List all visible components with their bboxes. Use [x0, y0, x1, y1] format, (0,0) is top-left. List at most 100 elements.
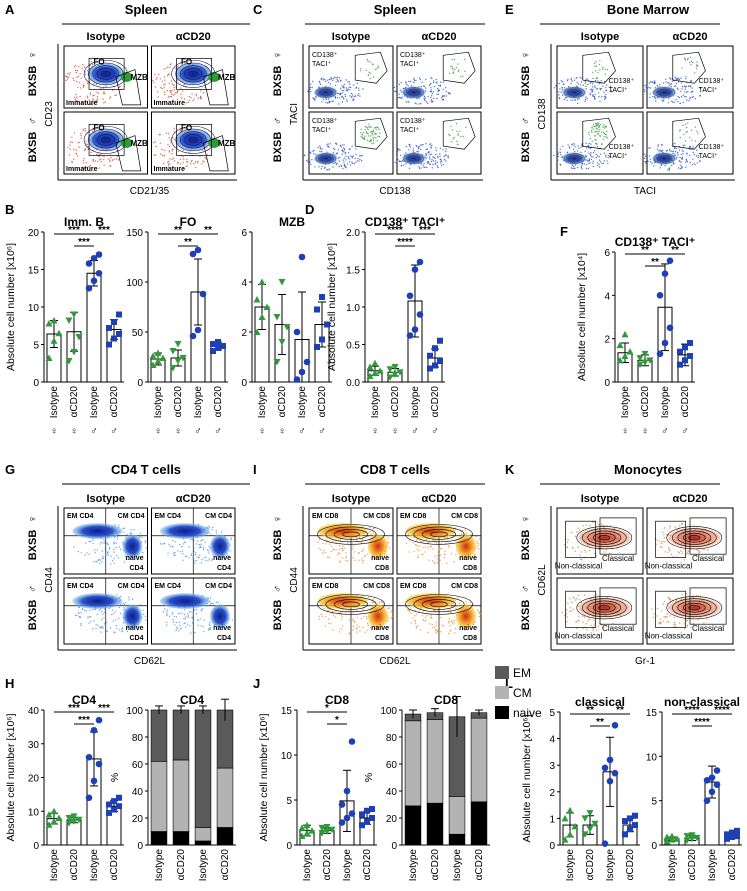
plasma-cell-dots [684, 59, 686, 61]
event-dots [421, 615, 424, 617]
event-dots [644, 84, 646, 87]
contour-line [413, 596, 465, 613]
data-point [668, 836, 676, 843]
x-tick-label: αCD20 [277, 386, 288, 418]
significance-label: ** [586, 705, 594, 716]
event-dots [671, 100, 673, 102]
event-dots [346, 99, 348, 101]
plasma-cell-dots [372, 139, 375, 141]
event-dots [104, 101, 106, 103]
data-point [661, 339, 669, 347]
x-tick-label: Isotype [342, 849, 353, 882]
gate-label-non-classical: Non-classical [645, 632, 693, 641]
event-dots [685, 620, 688, 622]
event-dots [355, 148, 357, 150]
data-point [566, 806, 574, 814]
event-dots [182, 553, 184, 555]
x-tick-label: αCD20 [727, 849, 738, 881]
y-axis-label: Absolute cell number [x10⁶] [326, 243, 338, 371]
event-dots [676, 151, 679, 154]
event-dots [328, 556, 330, 558]
event-dots [92, 628, 94, 630]
gate-label-mzb: MZB [218, 139, 236, 148]
event-dots [675, 147, 678, 150]
data-point [85, 794, 93, 802]
event-dots [348, 610, 350, 612]
event-dots [330, 78, 332, 81]
event-dots [360, 155, 362, 157]
event-dots [572, 165, 575, 168]
event-dots [465, 532, 467, 534]
event-dots [180, 87, 182, 89]
y-tick-label: 5 [549, 708, 555, 719]
event-dots [435, 632, 437, 634]
event-dots [382, 603, 385, 605]
event-dots [183, 98, 186, 100]
column-label-isotype: Isotype [332, 493, 371, 505]
plasma-cell-dots [367, 135, 370, 137]
event-dots [428, 156, 431, 158]
event-dots [648, 86, 650, 89]
event-dots [417, 146, 420, 148]
event-dots [561, 89, 564, 91]
data-point [50, 337, 58, 344]
event-dots [183, 83, 185, 86]
row-label-bxsb: BXSB [272, 600, 284, 631]
event-dots [88, 616, 90, 618]
event-dots [327, 556, 329, 558]
plasma-cell-dots [696, 61, 698, 63]
event-dots [653, 165, 655, 167]
event-dots [211, 602, 213, 604]
event-dots [182, 543, 184, 545]
event-dots [690, 80, 692, 83]
event-dots [179, 158, 182, 160]
plasma-cell-dots [370, 131, 372, 133]
event-dots [349, 89, 351, 91]
plasma-cell-dots [372, 76, 375, 78]
gate-label-cm: CM CD8 [363, 513, 390, 520]
event-dots [461, 529, 464, 532]
x-tick-label: Isotype [297, 386, 308, 419]
contour-line [671, 528, 717, 547]
event-dots [342, 92, 344, 94]
event-dots [478, 615, 481, 618]
data-point [611, 722, 619, 729]
data-point [318, 824, 326, 832]
event-dots [336, 78, 338, 81]
event-dots [672, 152, 674, 155]
gate-plasma-cells [354, 117, 388, 150]
density-core [159, 593, 210, 610]
event-dots [416, 150, 418, 153]
flow-plot: CD138⁺TACI⁺ [553, 45, 644, 109]
event-dots [81, 102, 83, 104]
event-dots [590, 158, 592, 161]
event-dots [99, 127, 101, 129]
event-dots [413, 77, 415, 80]
event-dots [413, 80, 416, 82]
event-dots [706, 618, 708, 620]
event-dots [154, 154, 157, 156]
data-point [687, 353, 693, 359]
gate-label-cm: CM CD8 [451, 513, 478, 520]
event-dots [665, 81, 667, 83]
event-dots [314, 166, 316, 168]
event-dots [449, 92, 451, 95]
y-tick-label: 60 [132, 760, 144, 771]
event-dots [113, 557, 115, 560]
event-dots [200, 562, 202, 564]
event-dots [646, 162, 648, 165]
event-dots [323, 607, 325, 609]
event-dots [346, 100, 348, 103]
event-dots [84, 554, 86, 556]
event-dots [580, 151, 582, 153]
event-dots [680, 90, 682, 93]
x-sex-label: ♂ [199, 889, 207, 891]
event-dots [82, 128, 85, 131]
x-tick-label: αCD20 [322, 849, 333, 881]
event-dots [433, 80, 435, 82]
row-label-female: ♀ [27, 51, 39, 59]
panel-letter: L [505, 676, 513, 691]
stacked-segment-naive [470, 801, 488, 846]
event-dots [117, 159, 119, 161]
event-dots [167, 66, 169, 68]
